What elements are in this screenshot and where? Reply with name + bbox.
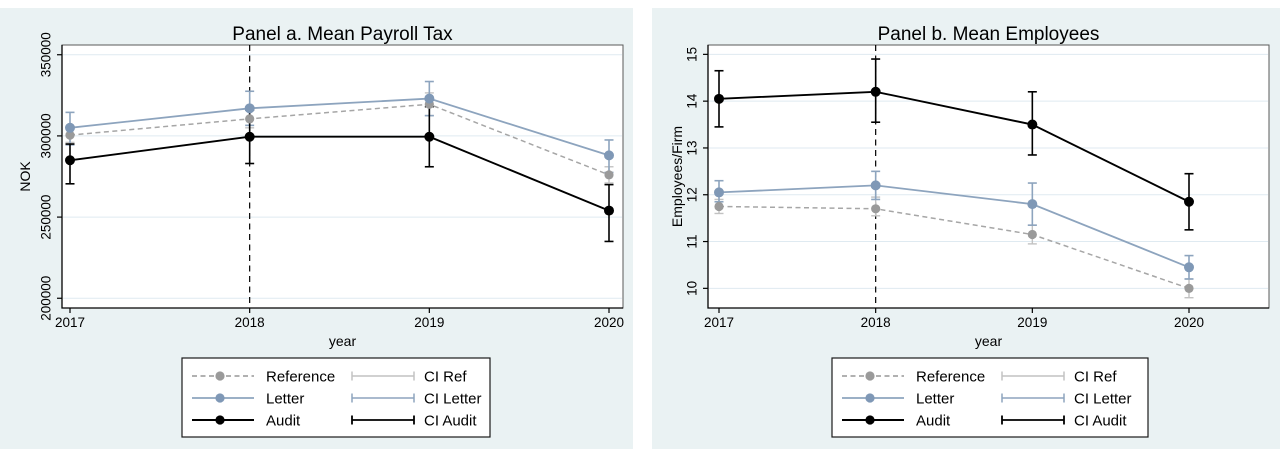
panel-b-audit-point-2017 xyxy=(714,93,724,104)
panel-b-reference-point-2020 xyxy=(1184,283,1194,293)
panel-a-x-tick-label-2018: 2018 xyxy=(235,315,265,330)
panel-b-legend-marker-letter xyxy=(865,393,875,403)
panel-b-reference-point-2018 xyxy=(871,204,881,214)
panel-a-letter-point-2018 xyxy=(244,103,255,114)
panel-a-legend-label-audit: Audit xyxy=(266,412,301,429)
panel-b-reference-point-2019 xyxy=(1027,229,1037,240)
panel-b-y-tick-label-11: 11 xyxy=(685,235,700,249)
panel-b-letter-point-2020 xyxy=(1184,262,1194,273)
panel-a-legend-marker-reference xyxy=(215,371,225,381)
panel-b-chart-svg: 10 11 12 13 14 15 2017 2018 2019 2020 Panel b. Mea… xyxy=(669,24,1270,438)
panel-a-letter-point-2017 xyxy=(65,122,75,133)
panel-a-legend-ci-label-audit: CI Audit xyxy=(424,412,477,429)
panel-b-legend-marker-reference xyxy=(865,371,875,381)
panel-a-y-axis-label: NOK xyxy=(17,161,33,192)
panel-b-y-axis-label: Employees/Firm xyxy=(669,126,685,227)
panel-b-y-tick-label-14: 14 xyxy=(685,93,700,109)
panel-a-legend-marker-audit xyxy=(215,415,225,425)
panel-b-legend-ci-label-audit: CI Audit xyxy=(1074,412,1127,429)
panel-b-x-tick-label-2020: 2020 xyxy=(1174,315,1204,330)
panel-a-x-tick-label-2019: 2019 xyxy=(414,315,444,330)
panel-a-title: Panel a. Mean Payroll Tax xyxy=(232,24,453,45)
panel-a-legend-ci-glyph-letter xyxy=(351,393,415,403)
panel-a-audit-point-2020 xyxy=(604,205,614,216)
panel-b-x-axis-label: year xyxy=(975,333,1003,349)
panel-a-audit-point-2017 xyxy=(65,155,75,166)
panel-a-letter-point-2019 xyxy=(424,93,435,104)
panel-b-legend-ci-label-reference: CI Ref xyxy=(1074,368,1117,385)
panel-b-legend-ci-glyph-audit xyxy=(1001,415,1065,425)
panel-b-audit-point-2020 xyxy=(1184,196,1194,207)
panel-a-y-tick-label-300000: 300000 xyxy=(39,113,54,158)
panel-a-y-tick-label-200000: 200000 xyxy=(39,276,54,321)
panel-b-reference-line xyxy=(718,205,1190,290)
panel-b-audit-point-2019 xyxy=(1027,119,1038,130)
panel-a-legend-ci-label-reference: CI Ref xyxy=(424,368,467,385)
panel-b-audit-line xyxy=(718,90,1190,203)
panel-a-legend-label-letter: Letter xyxy=(266,390,304,407)
panel-b-x-tick-label-2017: 2017 xyxy=(704,315,734,330)
panel-a-letter-point-2020 xyxy=(604,150,614,161)
panel-a-legend-ci-label-letter: CI Letter xyxy=(424,390,482,407)
panel-a-axes xyxy=(61,45,623,309)
panel-b-legend-label-reference: Reference xyxy=(916,368,985,385)
panel-a-legend-ci-glyph-reference xyxy=(351,371,415,381)
panel-a-legend-label-reference: Reference xyxy=(266,368,335,385)
panel-a-audit-point-2019 xyxy=(424,131,435,142)
panel-a-x-tick-label-2020: 2020 xyxy=(594,315,624,330)
panel-b-legend-label-audit: Audit xyxy=(916,412,951,429)
panel-a-reference-point-2018 xyxy=(245,114,255,124)
panel-a-reference-point-2017 xyxy=(65,130,75,140)
panel-b-reference-point-2017 xyxy=(714,201,724,212)
panel-b-legend-ci-glyph-letter xyxy=(1001,393,1065,403)
panel-b-legend-marker-audit xyxy=(865,415,875,425)
panel-b-x-tick-label-2019: 2019 xyxy=(1017,315,1047,330)
panel-b-letter-point-2018 xyxy=(870,180,881,191)
panel-b-legend-ci-glyph-reference xyxy=(1001,371,1065,381)
panel-b-audit-point-2018 xyxy=(870,86,881,97)
panel-a-x-axis-label: year xyxy=(329,333,357,349)
panel-a-figure: 200000 250000 300000 350000 2017 2018 2019 2020… xyxy=(0,8,633,449)
panel-a-legend-ci-glyph-audit xyxy=(351,415,415,425)
panel-a-legend-marker-letter xyxy=(215,393,225,403)
panel-b-axes xyxy=(707,45,1269,309)
panel-b-y-tick-label-15: 15 xyxy=(685,47,700,62)
panel-a-y-tick-label-350000: 350000 xyxy=(39,32,54,77)
panel-a-chart-svg: 200000 250000 300000 350000 2017 2018 2019 2020… xyxy=(17,24,624,438)
panel-a-plot-area xyxy=(62,45,623,308)
panel-a-reference-point-2020 xyxy=(604,170,614,180)
panel-a-letter-line xyxy=(69,97,610,157)
panel-b-legend-ci-label-letter: CI Letter xyxy=(1074,390,1132,407)
panel-b-letter-line xyxy=(718,184,1190,269)
panel-a-audit-point-2018 xyxy=(244,131,255,142)
panel-b-letter-point-2019 xyxy=(1027,199,1038,210)
panel-b-figure: 10 11 12 13 14 15 2017 2018 2019 2020 Panel b. Mea… xyxy=(652,8,1280,449)
panel-b-y-tick-label-13: 13 xyxy=(685,140,700,155)
panel-b-x-tick-label-2018: 2018 xyxy=(861,315,891,330)
panel-b-y-tick-label-12: 12 xyxy=(685,187,700,202)
panel-b-plot-area xyxy=(708,45,1269,308)
panel-a-x-tick-label-2017: 2017 xyxy=(55,315,85,330)
panel-b-letter-point-2017 xyxy=(714,187,724,198)
panel-a-audit-line xyxy=(69,135,610,212)
panel-b-legend-label-letter: Letter xyxy=(916,390,954,407)
panel-b-title: Panel b. Mean Employees xyxy=(878,24,1100,45)
panel-a-y-tick-label-250000: 250000 xyxy=(39,195,54,240)
panel-b-y-tick-label-10: 10 xyxy=(685,281,700,296)
